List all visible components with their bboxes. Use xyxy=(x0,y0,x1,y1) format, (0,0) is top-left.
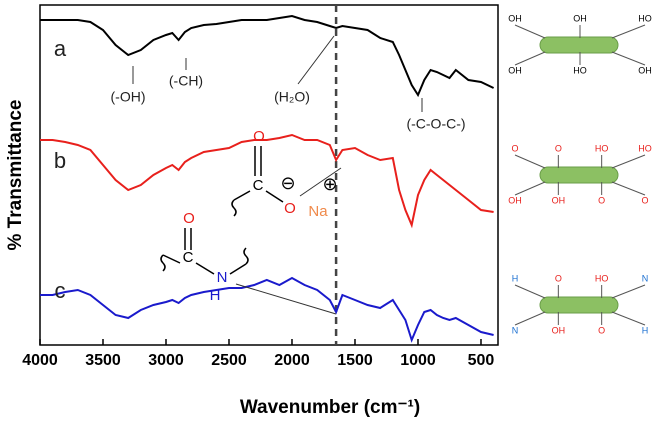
structure-atom: Na xyxy=(308,203,328,220)
annotation: (H₂O) xyxy=(274,89,310,105)
atom-label: H xyxy=(512,273,519,283)
x-tick-label: 4000 xyxy=(22,352,58,369)
annotation-pointer xyxy=(299,167,342,197)
atom-label: HO xyxy=(638,13,652,23)
atom-label: N xyxy=(512,325,519,335)
atom-label: O xyxy=(598,325,605,335)
arm xyxy=(611,51,646,66)
atom-label: OH xyxy=(573,13,587,23)
atom-label: OH xyxy=(508,65,522,75)
squiggle xyxy=(160,247,249,272)
arm xyxy=(514,181,546,196)
x-tick-label: 500 xyxy=(468,352,495,369)
series-label: b xyxy=(54,148,66,173)
structure-atom: O xyxy=(284,200,296,217)
arm xyxy=(514,24,546,39)
nanotube xyxy=(539,166,619,184)
arm xyxy=(611,154,646,169)
atom-label: OH xyxy=(552,195,566,205)
series-label: a xyxy=(54,36,67,61)
atom-label: HO xyxy=(638,143,652,153)
structure-atom: C xyxy=(253,177,264,194)
bond xyxy=(233,190,251,201)
annotation-pointer xyxy=(297,35,335,85)
structure-atom: O xyxy=(183,210,195,227)
bond xyxy=(265,190,284,203)
bond xyxy=(162,254,181,264)
structure-atom: N xyxy=(217,269,228,286)
molecule-illustration: OH OH OH HO HO OH xyxy=(508,13,652,75)
structure-atom: ⊖ xyxy=(280,173,295,193)
x-tick-label: 2000 xyxy=(274,352,310,369)
atom-label: OH xyxy=(638,65,652,75)
molecule-illustration: H N O OH HO O N H xyxy=(512,273,649,335)
bond xyxy=(195,262,215,275)
atom-label: HO xyxy=(595,273,609,283)
atom-label: HO xyxy=(573,65,587,75)
x-tick-label: 1500 xyxy=(337,352,373,369)
atom-label: OH xyxy=(508,13,522,23)
spectrum-line xyxy=(40,276,494,343)
x-axis-label: Wavenumber (cm⁻¹) xyxy=(240,397,420,418)
atom-label: O xyxy=(511,143,518,153)
atom-label: O xyxy=(555,273,562,283)
y-axis-label: % Transmittance xyxy=(5,100,26,251)
structure-atom: H xyxy=(210,287,221,304)
structure-atom: C xyxy=(183,249,194,266)
x-tick-label: 3500 xyxy=(85,352,121,369)
arm xyxy=(611,24,646,39)
x-tick-label: 3000 xyxy=(148,352,184,369)
spectrum-line xyxy=(40,133,494,229)
squiggle xyxy=(231,199,237,217)
bond xyxy=(229,263,247,275)
atom-label: N xyxy=(642,273,649,283)
atom-label: O xyxy=(598,195,605,205)
arm xyxy=(514,311,546,326)
arm xyxy=(611,311,646,326)
structure-atom: ⊕ xyxy=(322,174,337,194)
annotation: (-C-O-C-) xyxy=(406,116,465,132)
nanotube xyxy=(539,36,619,54)
annotation: (-CH) xyxy=(169,73,203,89)
annotation: (-OH) xyxy=(111,89,146,105)
x-tick-label: 2500 xyxy=(211,352,247,369)
atom-label: O xyxy=(641,195,648,205)
arm xyxy=(514,154,546,169)
atom-label: HO xyxy=(595,143,609,153)
atom-label: OH xyxy=(508,195,522,205)
x-tick-label: 1000 xyxy=(400,352,436,369)
series-label: c xyxy=(55,278,66,303)
arm xyxy=(611,181,646,196)
nanotube xyxy=(539,296,619,314)
spectrum-line xyxy=(40,14,495,98)
atom-label: H xyxy=(642,325,649,335)
atom-label: OH xyxy=(552,325,566,335)
structure-atom: O xyxy=(253,128,265,145)
annotation-pointer xyxy=(235,283,337,315)
plot-frame xyxy=(39,4,499,346)
atom-label: O xyxy=(555,143,562,153)
arm xyxy=(514,284,546,299)
arm xyxy=(611,284,646,299)
arm xyxy=(514,51,546,66)
